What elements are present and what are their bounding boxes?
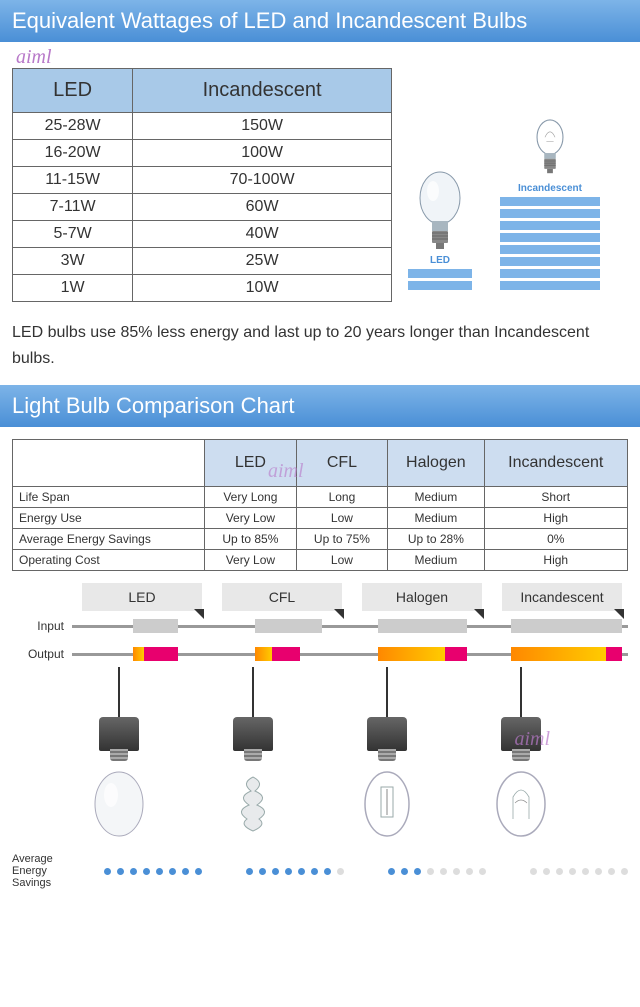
table-header: CFL xyxy=(296,440,388,487)
section1: LEDIncandescent 25-28W150W16-20W100W11-1… xyxy=(0,46,640,310)
aes-row: Average Energy Savings xyxy=(0,849,640,893)
led-bars xyxy=(408,269,472,290)
table-row: 7-11W60W xyxy=(13,194,392,221)
table-row: 1W10W xyxy=(13,275,392,302)
led-bulb-icon xyxy=(415,163,465,253)
section1-title: Equivalent Wattages of LED and Incandesc… xyxy=(0,0,640,42)
section2-title: Light Bulb Comparison Chart xyxy=(0,385,640,427)
incandescent-bars xyxy=(500,197,600,290)
table-row: Energy UseVery LowLowMediumHigh xyxy=(13,508,628,529)
hanging-bulbs xyxy=(12,667,628,849)
table-header: LED xyxy=(13,69,133,113)
comparison-table: LEDCFLHalogenIncandescent Life SpanVery … xyxy=(12,439,628,571)
bulb-comparison-viz: LED Incandescent xyxy=(408,115,600,302)
hanging-bulb xyxy=(223,667,283,849)
dot-group xyxy=(246,868,344,875)
table-header: Incandescent xyxy=(133,69,392,113)
io-tabs: LED CFL Halogen Incandescent xyxy=(82,583,628,611)
output-label: Output xyxy=(12,647,72,661)
incandescent-bulb-icon xyxy=(532,115,568,181)
energy-text: LED bulbs use 85% less energy and last u… xyxy=(0,310,640,385)
aes-label: Average Energy Savings xyxy=(12,853,80,889)
table-header: Incandescent xyxy=(484,440,628,487)
output-track xyxy=(72,653,628,656)
wattage-table: LEDIncandescent 25-28W150W16-20W100W11-1… xyxy=(12,68,392,302)
hanging-bulb xyxy=(89,667,149,849)
led-label: LED xyxy=(430,255,450,266)
hanging-bulb xyxy=(491,667,551,849)
table-row: 3W25W xyxy=(13,248,392,275)
table-row: Operating CostVery LowLowMediumHigh xyxy=(13,550,628,571)
table-row: 11-15W70-100W xyxy=(13,167,392,194)
io-tab: Incandescent xyxy=(502,583,622,611)
dot-group xyxy=(530,868,628,875)
dot-group xyxy=(388,868,486,875)
table-row: 5-7W40W xyxy=(13,221,392,248)
io-tab: CFL xyxy=(222,583,342,611)
table-row: 16-20W100W xyxy=(13,140,392,167)
table-row: 25-28W150W xyxy=(13,113,392,140)
hanging-bulb xyxy=(357,667,417,849)
io-tab: Halogen xyxy=(362,583,482,611)
table-row: Life SpanVery LongLongMediumShort xyxy=(13,487,628,508)
incandescent-label: Incandescent xyxy=(518,183,582,194)
table-header: Halogen xyxy=(388,440,484,487)
watermark-2: aiml xyxy=(268,460,304,483)
table-header xyxy=(13,440,205,487)
io-tab: LED xyxy=(82,583,202,611)
dot-group xyxy=(104,868,202,875)
input-label: Input xyxy=(12,619,72,633)
watermark-3: aiml xyxy=(514,728,550,751)
io-section: LED CFL Halogen Incandescent Input Output xyxy=(0,583,640,849)
input-track xyxy=(72,625,628,628)
table-row: Average Energy SavingsUp to 85%Up to 75%… xyxy=(13,529,628,550)
